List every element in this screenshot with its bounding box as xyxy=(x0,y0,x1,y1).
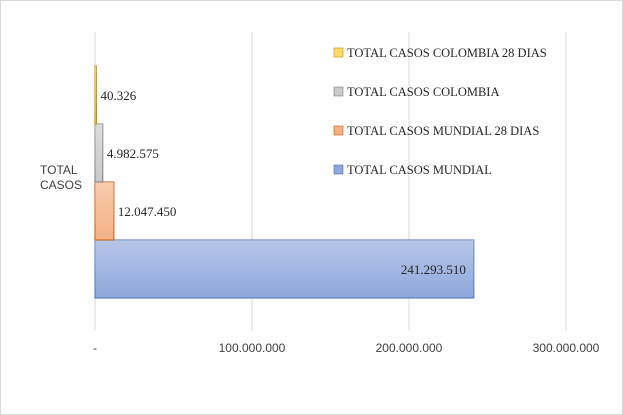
data-label: 241.293.510 xyxy=(401,262,466,277)
bar-highlight xyxy=(95,66,97,124)
legend-label: TOTAL CASOS MUNDIAL xyxy=(347,163,492,177)
x-tick-label: 100.000.000 xyxy=(219,341,286,355)
legend-swatch xyxy=(333,164,344,175)
bar-highlight xyxy=(95,124,103,182)
legend-label: TOTAL CASOS COLOMBIA xyxy=(347,85,499,99)
x-tick-label: 300.000.000 xyxy=(533,341,600,355)
legend-label: TOTAL CASOS MUNDIAL 28 DIAS xyxy=(347,124,539,138)
data-label: 40.326 xyxy=(101,88,137,103)
legend-label: TOTAL CASOS COLOMBIA 28 DIAS xyxy=(347,46,547,60)
legend-swatch xyxy=(333,86,344,97)
category-label: TOTAL xyxy=(40,163,78,177)
data-label: 12.047.450 xyxy=(118,204,176,219)
x-tick-label: - xyxy=(93,341,97,355)
category-label: CASOS xyxy=(40,178,82,192)
bar-highlight xyxy=(95,182,114,240)
legend-swatch xyxy=(333,47,344,58)
bar-highlight xyxy=(95,240,474,298)
data-label: 4.982.575 xyxy=(107,146,159,161)
legend-swatch xyxy=(333,125,344,136)
x-tick-label: 200.000.000 xyxy=(376,341,443,355)
